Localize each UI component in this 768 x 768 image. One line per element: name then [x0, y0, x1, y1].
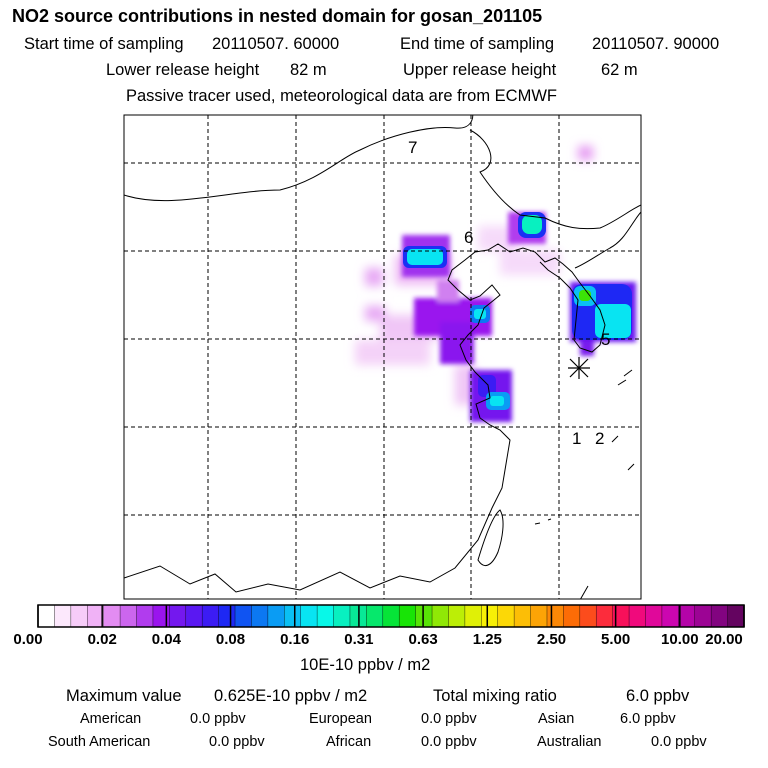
- colorbar-cell: [678, 605, 696, 627]
- colorbar-cell: [464, 605, 482, 627]
- chart-title: NO2 source contributions in nested domai…: [12, 6, 543, 26]
- colorbar-cell: [235, 605, 253, 627]
- source-contribution-map: 7 6 5 1 2: [123, 114, 642, 600]
- region-asian-name: Asian: [538, 711, 575, 727]
- colorbar-cell: [432, 605, 450, 627]
- max-value-label: Maximum value: [66, 687, 182, 705]
- colorbar-cell: [645, 605, 663, 627]
- colorbar-tick-label: 0.04: [151, 631, 181, 648]
- start-time-label: Start time of sampling: [24, 35, 184, 53]
- colorbar-cell: [481, 605, 499, 627]
- colorbar-cell: [169, 605, 187, 627]
- colorbar-tick-label: 0.00: [13, 631, 43, 648]
- colorbar-cell: [251, 605, 269, 627]
- colorbar-tick-label: 5.00: [600, 631, 631, 648]
- colorbar-cells: [37, 605, 745, 627]
- region-south-american-name: South American: [48, 734, 151, 750]
- max-value: 0.625E-10 ppbv / m2: [214, 687, 368, 705]
- region-south-american-value: 0.0 ppbv: [209, 734, 265, 750]
- colorbar-cell: [612, 605, 630, 627]
- colorbar-cell: [711, 605, 729, 627]
- colorbar-cell: [38, 605, 56, 627]
- colorbar-cell: [218, 605, 236, 627]
- colorbar: [37, 604, 745, 628]
- region-european-value: 0.0 ppbv: [421, 711, 477, 727]
- region-australian-name: Australian: [537, 734, 602, 750]
- colorbar-tick-label: 10.00: [661, 631, 699, 648]
- colorbar-cell: [596, 605, 614, 627]
- colorbar-tick-label: 0.16: [280, 631, 310, 648]
- colorbar-cell: [136, 605, 154, 627]
- colorbar-cell: [629, 605, 647, 627]
- colorbar-cell: [54, 605, 72, 627]
- colorbar-cell: [366, 605, 384, 627]
- marker-1: 1: [572, 429, 581, 448]
- marker-6: 6: [464, 228, 473, 247]
- colorbar-cell: [563, 605, 581, 627]
- colorbar-cell: [727, 605, 745, 627]
- region-australian-value: 0.0 ppbv: [651, 734, 707, 750]
- colorbar-tick-label: 0.08: [215, 631, 246, 648]
- colorbar-cell: [284, 605, 302, 627]
- end-time-value: 20110507. 90000: [592, 35, 720, 53]
- graticule: [124, 115, 641, 599]
- colorbar-tick-label: 2.50: [536, 631, 567, 648]
- upper-release-value: 62 m: [601, 61, 638, 79]
- region-african-name: African: [326, 734, 372, 750]
- colorbar-tick-label: 1.25: [472, 631, 502, 648]
- colorbar-cell: [530, 605, 548, 627]
- region-asian-value: 6.0 ppbv: [620, 711, 676, 727]
- colorbar-cell: [87, 605, 105, 627]
- colorbar-tick-label: 0.63: [408, 631, 438, 648]
- marker-2: 2: [595, 429, 604, 448]
- start-time-value: 20110507. 60000: [212, 35, 340, 53]
- colorbar-tick-label: 0.02: [87, 631, 117, 648]
- colorbar-units: 10E-10 ppbv / m2: [300, 656, 431, 674]
- colorbar-cell: [267, 605, 285, 627]
- lower-release-label: Lower release height: [106, 61, 260, 79]
- region-african-value: 0.0 ppbv: [421, 734, 477, 750]
- total-mixing-value: 6.0 ppbv: [626, 687, 690, 705]
- total-mixing-label: Total mixing ratio: [433, 687, 557, 705]
- colorbar-cell: [694, 605, 712, 627]
- colorbar-cell: [202, 605, 220, 627]
- colorbar-cell: [661, 605, 679, 627]
- marker-7: 7: [408, 138, 417, 157]
- model-note: Passive tracer used, meteorological data…: [126, 87, 557, 105]
- map-frame: [123, 114, 642, 600]
- lower-release-value: 82 m: [290, 61, 327, 79]
- colorbar-cell: [70, 605, 88, 627]
- colorbar-cell: [514, 605, 532, 627]
- colorbar-cell: [300, 605, 318, 627]
- end-time-label: End time of sampling: [400, 35, 555, 53]
- colorbar-cell: [152, 605, 170, 627]
- upper-release-label: Upper release height: [403, 61, 557, 79]
- colorbar-cell: [546, 605, 564, 627]
- colorbar-tick-label: 0.31: [344, 631, 374, 648]
- marker-5: 5: [601, 330, 610, 349]
- colorbar-cell: [317, 605, 335, 627]
- colorbar-cell: [415, 605, 433, 627]
- colorbar-cell: [382, 605, 400, 627]
- coastlines: [124, 115, 641, 599]
- colorbar-cell: [497, 605, 515, 627]
- colorbar-cell: [579, 605, 597, 627]
- colorbar-major-ticks: [37, 605, 745, 627]
- colorbar-cell: [120, 605, 138, 627]
- colorbar-cell: [185, 605, 203, 627]
- region-american-value: 0.0 ppbv: [190, 711, 246, 727]
- colorbar-cell: [448, 605, 466, 627]
- receptor-star-icon: [568, 357, 590, 379]
- colorbar-cell: [103, 605, 121, 627]
- colorbar-cell: [333, 605, 351, 627]
- region-american-name: American: [80, 711, 142, 727]
- region-european-name: European: [309, 711, 372, 727]
- colorbar-tick-label: 20.00: [705, 631, 743, 648]
- colorbar-cell: [399, 605, 417, 627]
